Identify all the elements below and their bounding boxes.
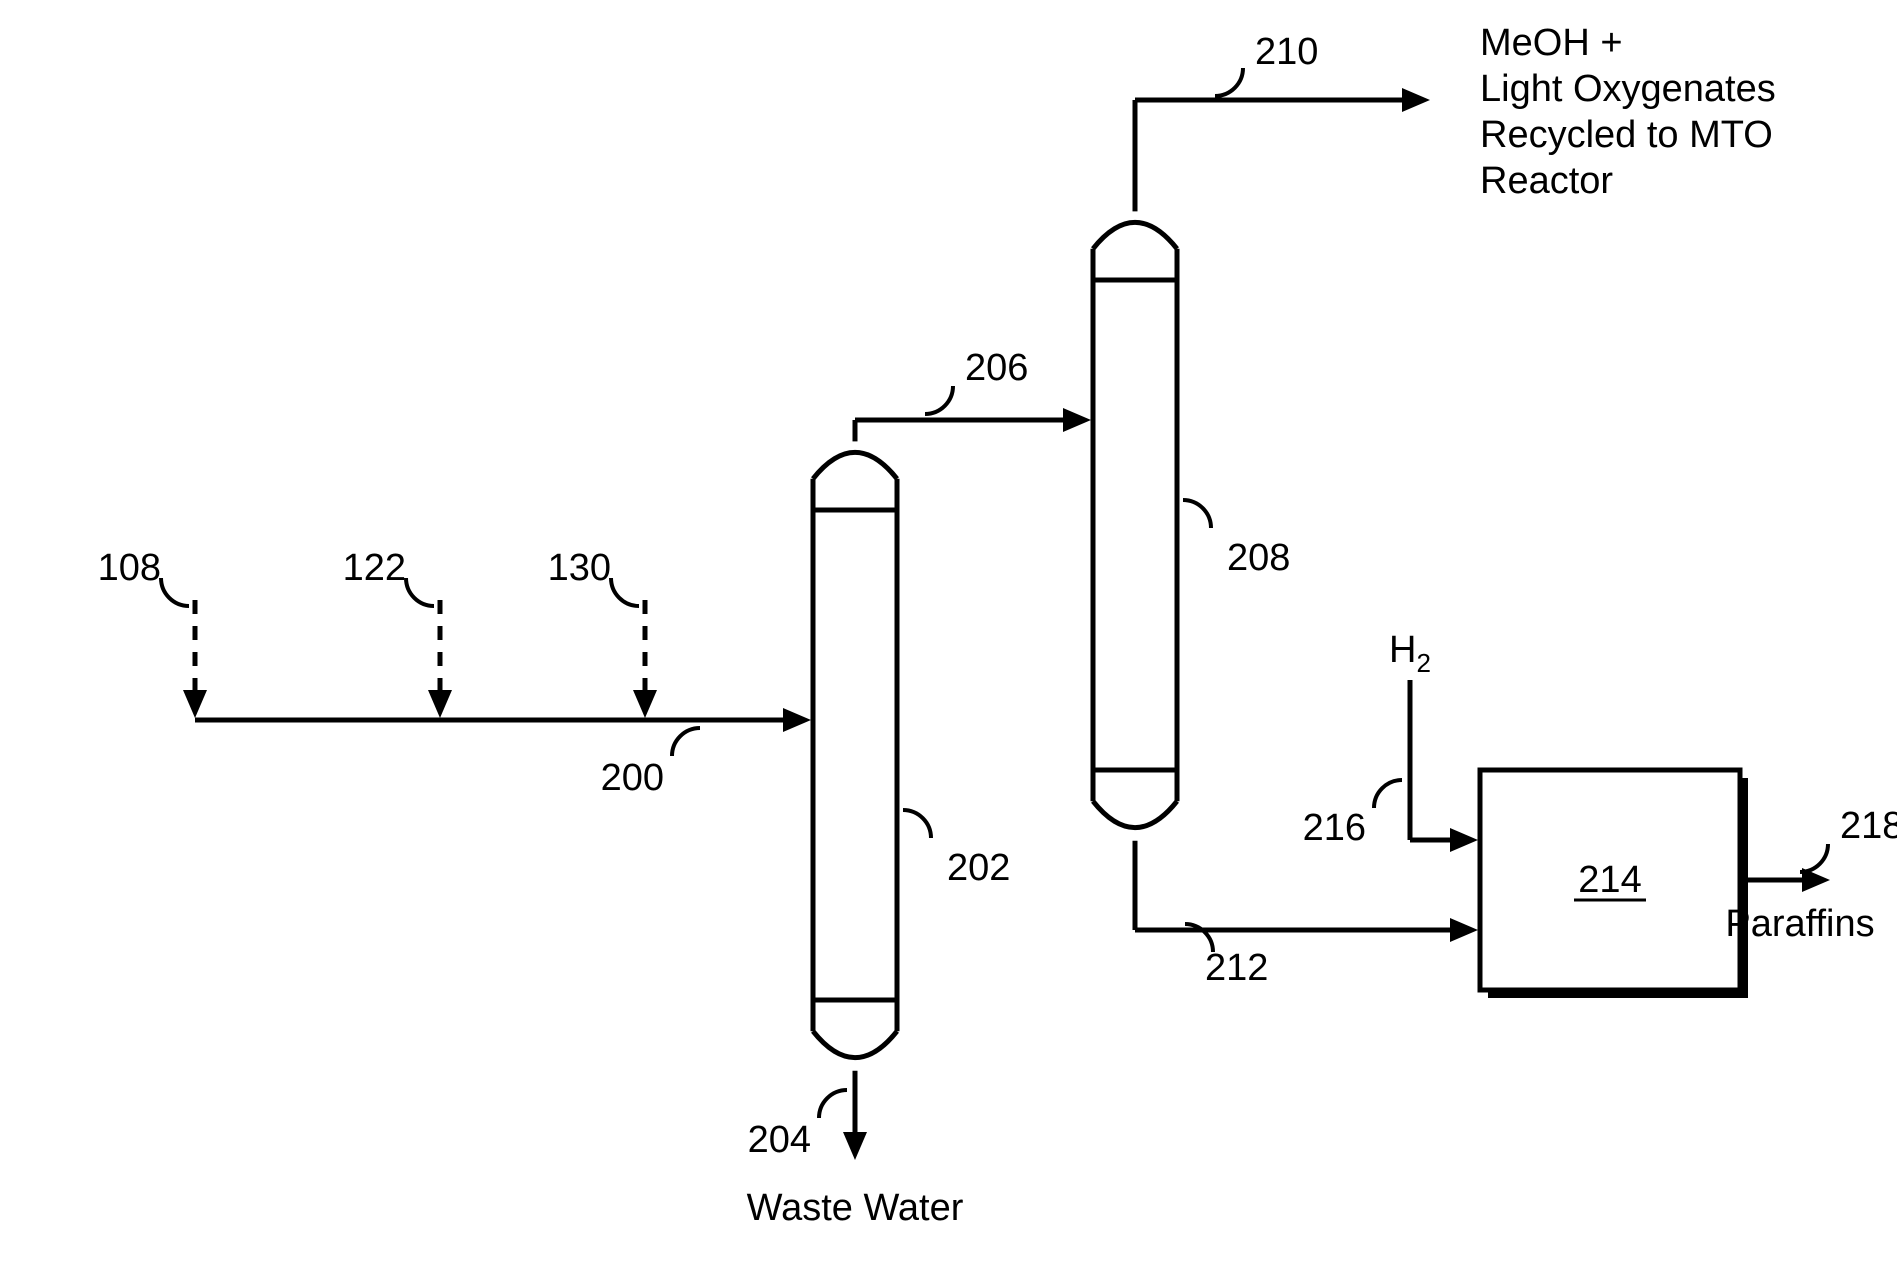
- ref-108: 108: [98, 547, 161, 589]
- column-2-dome: [1093, 222, 1177, 248]
- ref-hook: [1183, 500, 1211, 528]
- ref-hook: [1374, 780, 1402, 808]
- ref-208: 208: [1227, 537, 1290, 579]
- ref-130: 130: [548, 547, 611, 589]
- label-paraffins: Paraffins: [1725, 903, 1874, 945]
- ref-hook: [903, 810, 931, 838]
- ref-hook: [161, 578, 189, 606]
- arrowhead: [843, 1132, 867, 1160]
- label-recycle-line-2: Recycled to MTO: [1480, 114, 1773, 156]
- label-recycle-line-3: Reactor: [1480, 160, 1613, 202]
- ref-204: 204: [748, 1119, 811, 1161]
- label-waste-water: Waste Water: [747, 1187, 964, 1229]
- ref-hook: [819, 1090, 847, 1118]
- label-h2: H2: [1389, 629, 1431, 678]
- arrowhead: [1450, 918, 1478, 942]
- arrowhead: [183, 690, 207, 718]
- ref-206: 206: [965, 347, 1028, 389]
- ref-216: 216: [1303, 807, 1366, 849]
- label-recycle-line-1: Light Oxygenates: [1480, 68, 1776, 110]
- column-1-dome: [813, 1031, 897, 1057]
- reactor-ref: 214: [1578, 859, 1641, 901]
- column-1-dome: [813, 452, 897, 478]
- ref-212: 212: [1205, 947, 1268, 989]
- ref-hook: [1800, 844, 1828, 872]
- arrowhead: [1402, 88, 1430, 112]
- ref-218: 218: [1840, 805, 1897, 847]
- ref-200: 200: [601, 757, 664, 799]
- ref-210: 210: [1255, 31, 1318, 73]
- arrowhead: [633, 690, 657, 718]
- ref-hook: [611, 578, 639, 606]
- arrowhead: [1063, 408, 1091, 432]
- ref-hook: [1215, 68, 1243, 96]
- ref-122: 122: [343, 547, 406, 589]
- ref-hook: [925, 386, 953, 414]
- arrowhead: [428, 690, 452, 718]
- arrowhead: [1450, 828, 1478, 852]
- arrowhead: [783, 708, 811, 732]
- ref-hook: [672, 728, 700, 756]
- ref-202: 202: [947, 847, 1010, 889]
- ref-hook: [406, 578, 434, 606]
- label-recycle-line-0: MeOH +: [1480, 22, 1623, 64]
- column-2-dome: [1093, 801, 1177, 827]
